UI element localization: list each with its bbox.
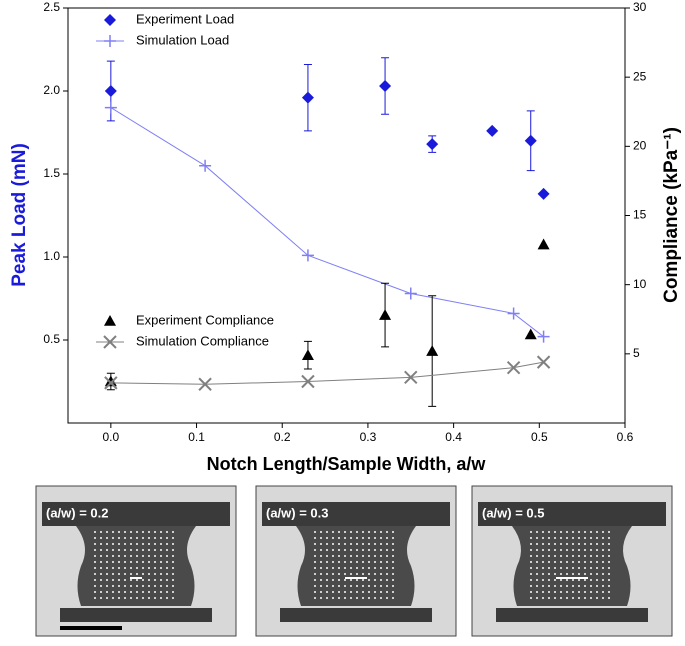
lattice-dots xyxy=(94,531,174,599)
marker xyxy=(524,328,537,340)
x-tick-label: 0.1 xyxy=(188,430,205,444)
legend-label: Simulation Compliance xyxy=(136,333,269,348)
marker xyxy=(537,187,550,200)
marker xyxy=(198,377,212,391)
marker xyxy=(426,138,439,151)
marker xyxy=(301,349,314,361)
marker xyxy=(537,238,550,250)
x-tick-label: 0.2 xyxy=(274,430,291,444)
marker xyxy=(379,309,392,320)
notch xyxy=(130,577,142,579)
legend-label: Experiment Compliance xyxy=(136,312,274,327)
scale-bar xyxy=(60,626,122,630)
marker xyxy=(104,375,117,387)
legend-marker xyxy=(104,35,116,47)
lattice-dots xyxy=(530,531,610,599)
marker xyxy=(104,101,117,114)
specimen-top xyxy=(262,502,450,526)
marker xyxy=(486,124,499,137)
y2-tick-label: 5 xyxy=(633,346,640,360)
legend-label: Experiment Load xyxy=(136,11,234,26)
y-axis-label: Peak Load (mN) xyxy=(9,143,30,287)
marker xyxy=(506,360,521,375)
marker xyxy=(301,374,315,389)
specimen-top xyxy=(478,502,666,526)
marker xyxy=(537,330,550,343)
legend-marker xyxy=(104,315,116,326)
specimen-bottom xyxy=(60,608,212,622)
photo-panel: (a/w) = 0.2 xyxy=(35,485,237,637)
y2-tick-label: 15 xyxy=(633,208,647,222)
marker xyxy=(426,345,439,356)
x-tick-label: 0.6 xyxy=(617,430,634,444)
marker xyxy=(536,355,551,369)
y2-tick-label: 20 xyxy=(633,139,647,153)
marker xyxy=(379,80,392,93)
marker xyxy=(507,307,520,320)
photo-panel: (a/w) = 0.3 xyxy=(255,485,457,637)
y-tick-label: 1.5 xyxy=(43,166,60,180)
marker xyxy=(404,370,418,385)
series-line xyxy=(110,361,544,385)
x-tick-label: 0.5 xyxy=(531,430,548,444)
specimen-top xyxy=(42,502,230,526)
marker xyxy=(301,91,314,104)
y-tick-label: 1.0 xyxy=(43,249,60,263)
x-axis-label: Notch Length/Sample Width, a/w xyxy=(207,454,487,474)
marker xyxy=(199,159,212,172)
y-tick-label: 2.5 xyxy=(43,0,60,14)
x-tick-label: 0.4 xyxy=(445,430,462,444)
specimen-bottom xyxy=(280,608,432,622)
lattice-dots xyxy=(314,531,394,599)
legend-marker xyxy=(103,335,117,349)
y2-tick-label: 25 xyxy=(633,69,647,83)
series-line xyxy=(110,107,544,338)
panel-label: (a/w) = 0.3 xyxy=(266,505,329,520)
panel-label: (a/w) = 0.5 xyxy=(482,505,545,520)
marker xyxy=(524,134,537,147)
notch xyxy=(345,577,367,579)
y2-tick-label: 30 xyxy=(633,0,647,14)
x-tick-label: 0.0 xyxy=(103,430,120,444)
y-tick-label: 2.0 xyxy=(43,83,60,97)
y-tick-label: 0.5 xyxy=(43,332,60,346)
y2-axis-label: Compliance (kPa⁻¹) xyxy=(661,127,682,303)
marker xyxy=(301,249,314,262)
notch xyxy=(556,577,588,579)
photo-panel: (a/w) = 0.5 xyxy=(471,485,673,637)
legend-marker xyxy=(104,14,116,26)
marker xyxy=(104,376,118,390)
x-tick-label: 0.3 xyxy=(360,430,377,444)
y2-tick-label: 10 xyxy=(633,277,647,291)
marker xyxy=(104,85,117,97)
marker xyxy=(404,287,417,300)
panel-label: (a/w) = 0.2 xyxy=(46,505,109,520)
specimen-bottom xyxy=(496,608,648,622)
legend-label: Simulation Load xyxy=(136,32,229,47)
